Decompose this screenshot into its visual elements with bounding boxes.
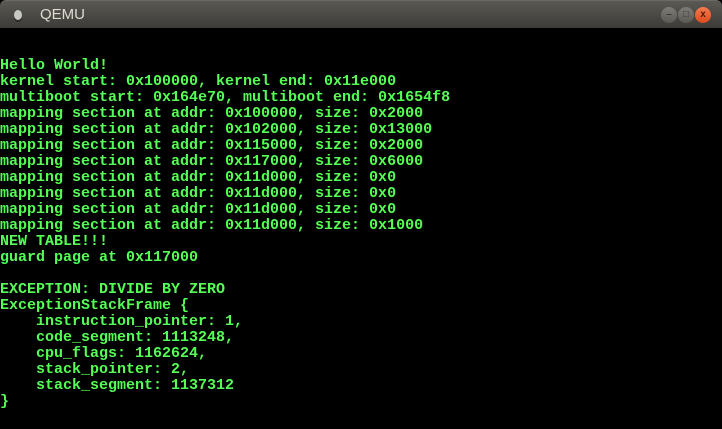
console-line: guard page at 0x117000 [0, 249, 199, 266]
console-line: stack_segment: 1137312 [0, 377, 235, 394]
console-line [0, 266, 450, 282]
console-line: mapping section at addr: 0x11d000, size:… [0, 217, 424, 234]
window-titlebar[interactable]: QEMU – □ x [0, 0, 722, 28]
console-line: ExceptionStackFrame { [0, 297, 190, 314]
console-line: mapping section at addr: 0x11d000, size:… [0, 201, 397, 218]
console-line: mapping section at addr: 0x11d000, size:… [0, 169, 397, 186]
console-line: mapping section at addr: 0x115000, size:… [0, 137, 424, 154]
vm-display[interactable]: Hello World! kernel start: 0x100000, kern… [0, 28, 722, 429]
window-title: QEMU [40, 6, 85, 23]
console-line: mapping section at addr: 0x117000, size:… [0, 153, 424, 170]
console-line: } [0, 393, 10, 410]
console-line: instruction_pointer: 1, [0, 313, 244, 330]
console-line: stack_pointer: 2, [0, 361, 190, 378]
console-line: kernel start: 0x100000, kernel end: 0x11… [0, 73, 397, 90]
close-button[interactable]: x [695, 7, 711, 23]
console-line: multiboot start: 0x164e70, multiboot end… [0, 89, 451, 106]
console-line: mapping section at addr: 0x11d000, size:… [0, 185, 397, 202]
qemu-app-icon [14, 10, 22, 20]
maximize-button[interactable]: □ [678, 7, 694, 23]
console-line: NEW TABLE!!! [0, 233, 109, 250]
console-line: mapping section at addr: 0x100000, size:… [0, 105, 424, 122]
console-line: mapping section at addr: 0x102000, size:… [0, 121, 433, 138]
console-line: Hello World! [0, 57, 109, 74]
minimize-button[interactable]: – [661, 7, 677, 23]
console-line: cpu_flags: 1162624, [0, 345, 208, 362]
console-output: Hello World! kernel start: 0x100000, kern… [0, 58, 450, 410]
console-line: EXCEPTION: DIVIDE BY ZERO [0, 281, 226, 298]
console-line: code_segment: 1113248, [0, 329, 235, 346]
